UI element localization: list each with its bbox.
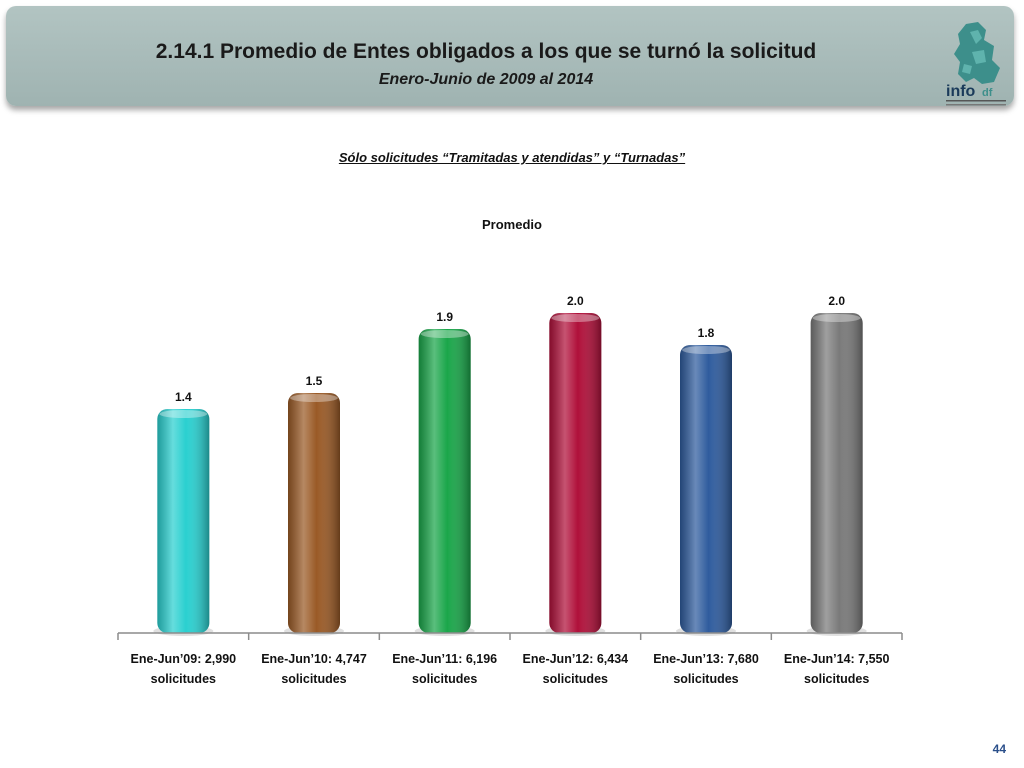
- bar-chart: Promedio 1.4 Ene-Jun’09: 2,990 solicitudes 1…: [117, 217, 903, 686]
- bar-cap-6: [812, 314, 861, 322]
- category-label-6-line-2: solicitudes: [804, 672, 869, 686]
- bar-cap-2: [290, 394, 338, 402]
- data-label-2: 1.5: [306, 374, 323, 388]
- category-label-2-line-1: Ene-Jun’10: 4,747: [261, 652, 367, 666]
- page-number: 44: [992, 742, 1006, 756]
- category-label-6-line-1: Ene-Jun’14: 7,550: [784, 652, 890, 666]
- category-label-1-line-2: solicitudes: [151, 672, 216, 686]
- data-label-3: 1.9: [436, 310, 453, 324]
- page-subtitle: Enero-Junio de 2009 al 2014: [378, 71, 594, 88]
- bar-cap-1: [159, 410, 208, 418]
- bar-shading-5: [680, 345, 732, 633]
- category-label-4-line-2: solicitudes: [543, 672, 608, 686]
- bar-shading-2: [288, 393, 340, 633]
- category-label-2-line-2: solicitudes: [281, 672, 346, 686]
- filter-note: Sólo solicitudes “Tramitadas y atendidas…: [338, 150, 686, 165]
- bar-shading-1: [157, 409, 210, 633]
- category-label-5-line-1: Ene-Jun’13: 7,680: [653, 652, 759, 666]
- infodf-logo: info df: [946, 22, 1006, 106]
- category-label-5-line-2: solicitudes: [673, 672, 738, 686]
- data-label-5: 1.8: [698, 326, 715, 340]
- category-label-4-line-1: Ene-Jun’12: 6,434: [523, 652, 629, 666]
- logo-suffix: df: [982, 87, 993, 99]
- chart-title: Promedio: [482, 217, 542, 232]
- bar-shading-3: [418, 329, 471, 633]
- bar-cap-3: [420, 330, 469, 338]
- data-label-6: 2.0: [828, 294, 845, 308]
- bar-cap-4: [551, 314, 600, 322]
- data-label-4: 2.0: [567, 294, 584, 308]
- bar-shading-4: [549, 313, 602, 633]
- category-label-3-line-1: Ene-Jun’11: 6,196: [392, 652, 497, 666]
- bar-shading-6: [810, 313, 863, 633]
- header-banner: 2.14.1 Promedio de Entes obligados a los…: [6, 6, 1014, 106]
- page-title: 2.14.1 Promedio de Entes obligados a los…: [155, 40, 817, 63]
- data-label-1: 1.4: [175, 390, 192, 404]
- category-label-3-line-2: solicitudes: [412, 672, 477, 686]
- category-label-1-line-1: Ene-Jun’09: 2,990: [131, 652, 237, 666]
- bar-cap-5: [682, 346, 730, 354]
- logo-wordmark: info: [946, 83, 976, 100]
